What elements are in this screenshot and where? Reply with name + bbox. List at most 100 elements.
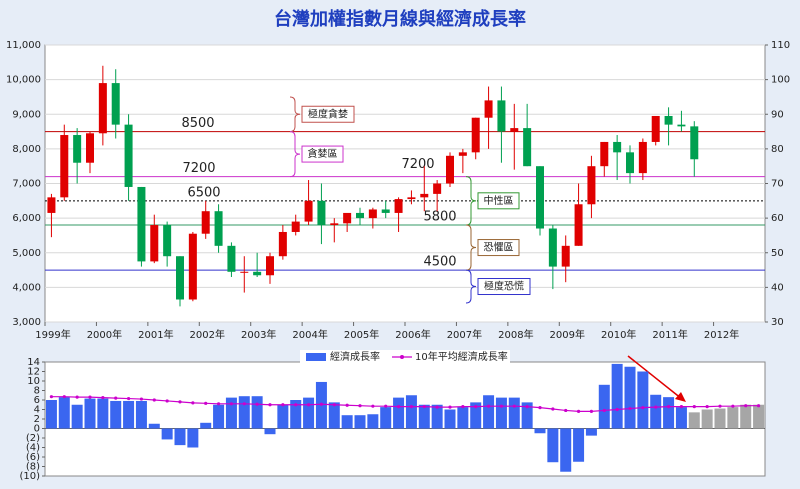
candle-body: [651, 115, 660, 142]
line-marker: [165, 399, 169, 403]
y-tick-label: 0: [34, 424, 40, 435]
candle-body: [214, 211, 223, 246]
candle-body: [60, 135, 69, 198]
bar: [187, 428, 199, 448]
zone-bracket: [465, 269, 477, 304]
line-marker: [756, 404, 761, 408]
line-marker: [679, 405, 684, 409]
candle-body: [613, 141, 622, 153]
candle-body: [124, 124, 133, 187]
bar: [753, 404, 765, 429]
bar: [457, 407, 469, 429]
zone-box: [477, 278, 531, 296]
bar: [110, 400, 122, 429]
candle-body: [291, 221, 300, 232]
candle-body: [98, 83, 107, 134]
line-marker: [705, 405, 709, 409]
candle-body: [240, 271, 249, 273]
bar: [701, 409, 713, 429]
candle-body: [47, 197, 56, 213]
line-marker: [422, 405, 426, 409]
candle-body: [394, 199, 403, 213]
line-marker: [731, 404, 735, 408]
bar: [688, 412, 700, 429]
line-marker: [139, 397, 144, 401]
candle-body: [523, 128, 532, 167]
bar: [71, 404, 83, 429]
y2-tick-label: 80: [771, 144, 784, 155]
line-marker: [152, 398, 156, 402]
zone-box: [301, 105, 355, 123]
legend-swatch: [306, 353, 326, 361]
bar: [225, 397, 237, 429]
y-tick-label: (2): [26, 433, 40, 444]
bar: [264, 428, 276, 435]
candle-body: [677, 124, 686, 127]
candle-body: [510, 128, 519, 132]
line-marker: [191, 401, 195, 405]
line-marker: [49, 395, 54, 399]
line-marker: [461, 405, 465, 409]
candle-body: [86, 133, 94, 163]
candle-body: [188, 233, 197, 300]
y2-tick-label: 100: [771, 75, 790, 86]
candle-body: [536, 166, 544, 229]
candle-body: [446, 155, 454, 184]
bar: [714, 408, 726, 429]
x-tick-label: 2010年: [601, 328, 636, 341]
candle-body: [548, 228, 557, 267]
x-tick-label: 1999年: [35, 328, 70, 341]
reference-label: 8500: [181, 116, 214, 131]
y-tick-label: 10: [27, 376, 40, 387]
bar: [200, 422, 212, 429]
y-tick-label: 3,000: [12, 317, 41, 328]
bar: [380, 407, 392, 429]
y-tick-label: 7,000: [12, 179, 41, 190]
line-marker: [499, 404, 504, 408]
line: [51, 396, 759, 412]
bar: [495, 397, 507, 429]
chart-title: 台灣加權指數月線與經濟成長率: [274, 8, 526, 30]
line-marker: [229, 402, 234, 406]
bar: [444, 409, 456, 429]
bar: [341, 415, 353, 429]
y-tick-label: (6): [26, 452, 40, 463]
x-tick-label: 2000年: [87, 328, 122, 341]
candle-body: [330, 223, 339, 226]
y2-tick-label: 60: [771, 213, 784, 224]
y2-tick-label: 40: [771, 282, 784, 293]
candle-body: [381, 209, 390, 213]
candle-body: [561, 245, 570, 267]
candle-body: [73, 135, 82, 163]
bar: [367, 414, 379, 429]
annotation-arrow: [627, 355, 686, 402]
bar: [174, 428, 186, 446]
bar: [521, 402, 533, 429]
line-marker: [718, 404, 722, 408]
line-marker: [744, 404, 748, 408]
bar: [405, 395, 417, 429]
legend: 經濟成長率 10年平均經濟成長率: [300, 350, 510, 364]
line-marker: [435, 405, 439, 409]
candle-body: [356, 212, 364, 219]
bar: [637, 371, 649, 429]
line-marker: [101, 396, 105, 400]
candle-body: [458, 152, 467, 156]
line-marker: [114, 396, 118, 400]
line-marker: [294, 403, 298, 407]
bar: [585, 428, 597, 436]
reference-label: 6500: [187, 185, 220, 200]
x-tick-label: 2011年: [652, 328, 687, 341]
line-marker: [564, 408, 568, 413]
candle-body: [176, 256, 184, 300]
bar: [483, 395, 495, 429]
line-marker: [178, 400, 182, 404]
bar: [560, 428, 572, 472]
y-tick-label: 12: [27, 367, 40, 378]
line-marker: [216, 402, 221, 406]
line-marker: [75, 395, 79, 399]
y-tick-label: 11,000: [6, 40, 41, 51]
x-tick-label: 2006年: [395, 328, 430, 341]
line-marker: [281, 403, 285, 407]
candle-body: [638, 141, 647, 174]
